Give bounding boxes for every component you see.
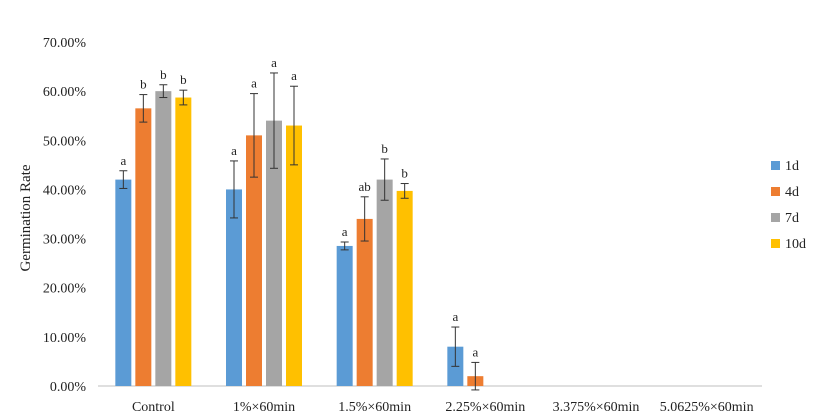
x-category-label: Control [132,400,175,415]
legend-label: 4d [785,185,799,200]
legend-label: 10d [785,237,806,252]
x-category-label: 5.0625%×60min [660,400,754,415]
bar-4d [356,218,373,386]
x-category-label: 1%×60min [233,400,295,415]
legend-label: 7d [785,211,799,226]
bar-1d [226,189,242,386]
y-tick-label: 30.00% [43,233,87,248]
bar-4d [135,108,152,386]
y-tick-label: 70.00% [43,36,87,51]
legend-swatch-1d [771,161,780,170]
significance-letter: b [180,72,187,87]
legend-swatch-10d [771,239,780,248]
x-category-label: 2.25%×60min [445,400,525,415]
bar-4d [246,135,262,386]
significance-letter: b [381,141,388,156]
bar-1d [115,179,132,386]
bar-7d [266,120,282,386]
y-axis-title: Germination Rate [18,164,34,271]
legend-label: 1d [785,159,799,174]
significance-letter: a [291,68,297,83]
y-tick-label: 10.00% [43,331,87,346]
bar-10d [175,97,192,386]
significance-letter: b [401,166,408,181]
significance-letter: a [251,76,257,91]
significance-letter: b [160,67,167,82]
significance-letter: a [472,344,478,359]
significance-letter: a [342,224,348,239]
bar-10d [286,125,302,387]
bar-7d [376,179,393,386]
bar-1d [336,245,353,386]
y-tick-label: 50.00% [43,134,87,149]
significance-letter: a [271,55,277,70]
y-tick-label: 20.00% [43,282,87,297]
y-tick-label: 0.00% [50,380,87,395]
significance-letter: a [452,309,458,324]
legend-swatch-7d [771,213,780,222]
y-tick-label: 40.00% [43,183,87,198]
legend-swatch-4d [771,187,780,196]
x-category-label: 3.375%×60min [553,400,640,415]
significance-letter: a [120,153,126,168]
significance-letter: ab [359,179,371,194]
x-category-label: 1.5%×60min [338,400,411,415]
bar-10d [396,190,413,386]
bar-7d [155,91,172,387]
significance-letter: b [140,77,147,92]
significance-letter: a [231,143,237,158]
y-tick-label: 60.00% [43,85,87,100]
